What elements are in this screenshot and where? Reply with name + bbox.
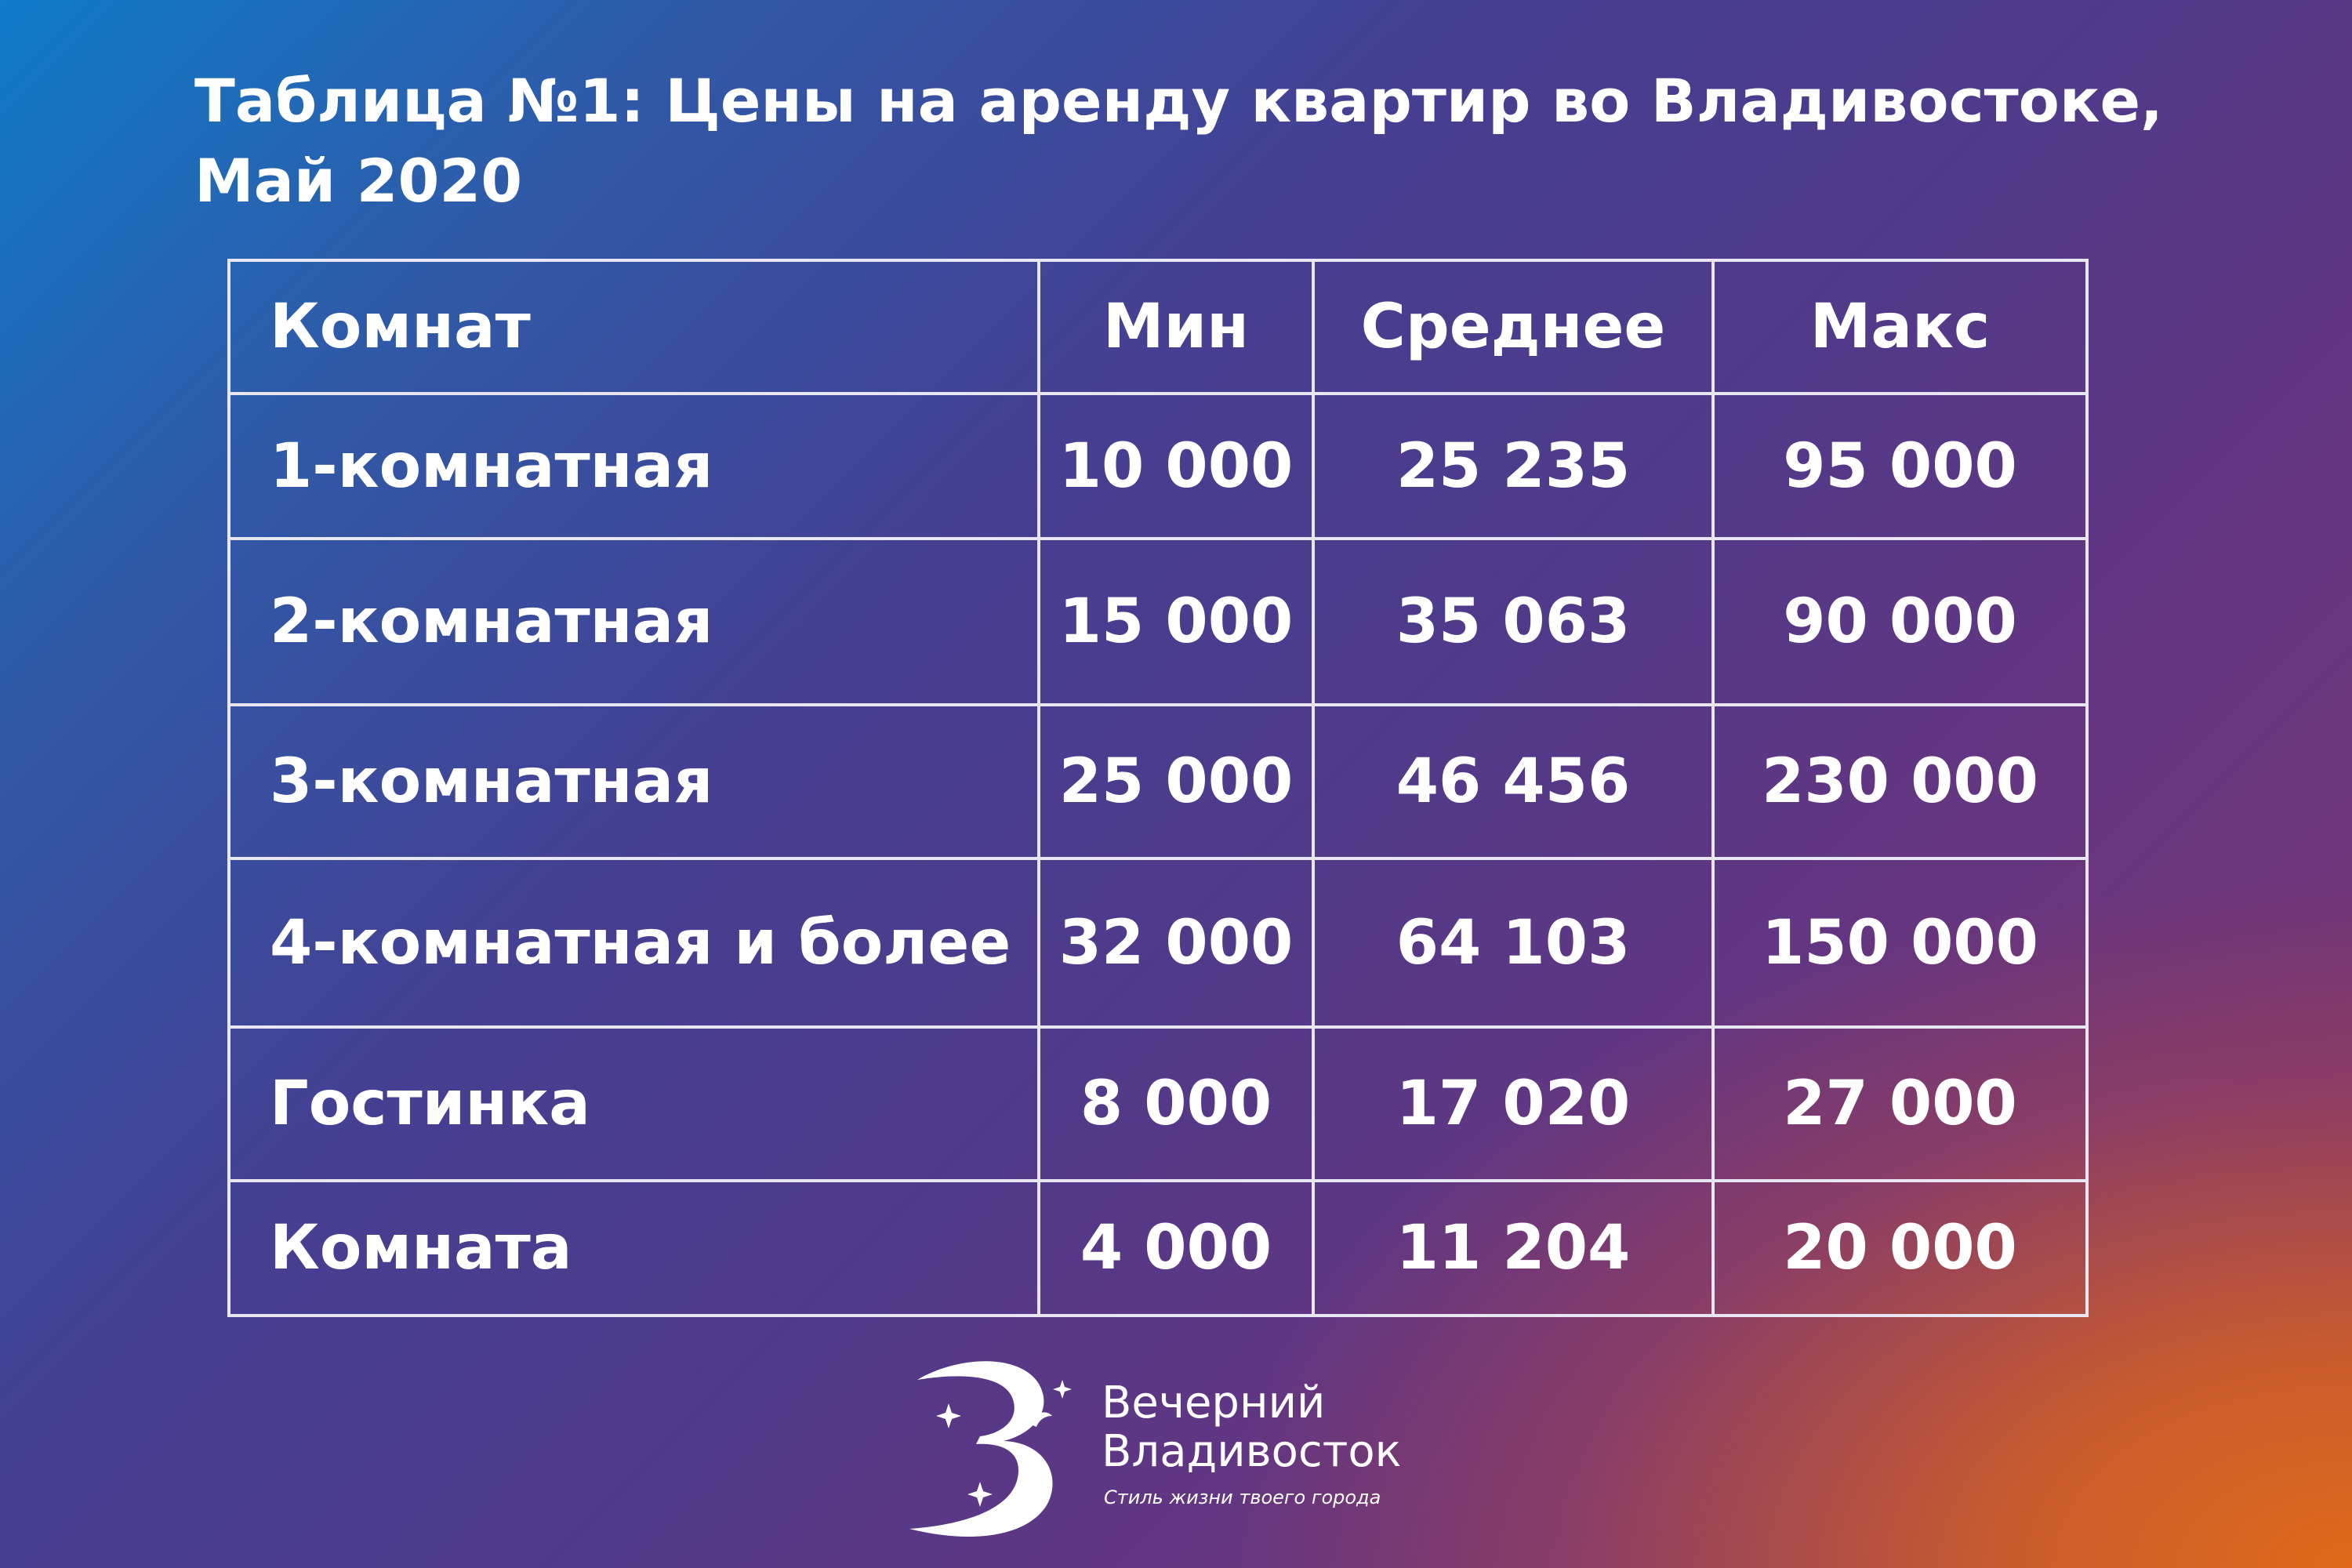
avg-value: 46 456 [1312,703,1715,861]
max-value: 20 000 [1711,1178,2089,1318]
row-label: 3-комнатная [227,703,1040,861]
column-header-max: Макс [1711,259,2089,395]
row-label: 1-комнатная [227,391,1040,541]
min-value: 25 000 [1037,703,1315,861]
table-row: Гостинка 8 000 17 020 27 000 [227,1025,2089,1182]
avg-value: 17 020 [1312,1025,1715,1182]
brand-name-line2: Владивосток [1102,1426,1402,1477]
row-label: 4-комнатная и более [227,857,1040,1029]
star-icon [936,1403,961,1428]
avg-value: 11 204 [1312,1178,1715,1318]
price-table: Комнат Мин Среднее Макс 1-комнатная 10 0… [227,259,2089,1318]
table-row: 1-комнатная 10 000 25 235 95 000 [227,391,2089,541]
row-label: Комната [227,1178,1040,1318]
avg-value: 25 235 [1312,391,1715,541]
row-label: 2-комнатная [227,537,1040,707]
max-value: 95 000 [1711,391,2089,541]
min-value: 8 000 [1037,1025,1315,1182]
min-value: 10 000 [1037,391,1315,541]
max-value: 230 000 [1711,703,2089,861]
max-value: 27 000 [1711,1025,2089,1182]
avg-value: 64 103 [1312,857,1715,1029]
column-header-min: Мин [1037,259,1315,395]
crescent-z-icon [909,1361,1053,1537]
star-icon [967,1482,993,1507]
min-value: 32 000 [1037,857,1315,1029]
table-row: 3-комнатная 25 000 46 456 230 000 [227,703,2089,861]
bird-icon [1027,1412,1052,1427]
brand-name-line1: Вечерний [1102,1377,1326,1428]
max-value: 90 000 [1711,537,2089,707]
table-row: Комната 4 000 11 204 20 000 [227,1178,2089,1318]
table-header-row: Комнат Мин Среднее Макс [227,259,2089,395]
page-title: Таблица №1: Цены на аренду квартир во Вл… [194,66,2163,216]
column-header-avg: Среднее [1312,259,1715,395]
brand-emblem-icon [909,1361,1072,1537]
max-value: 150 000 [1711,857,2089,1029]
row-label: Гостинка [227,1025,1040,1182]
table-row: 2-комнатная 15 000 35 063 90 000 [227,537,2089,707]
brand-logo: Вечерний Владивосток Стиль жизни твоего … [902,1348,1450,1544]
avg-value: 35 063 [1312,537,1715,707]
brand-tagline: Стиль жизни твоего города [1104,1486,1381,1508]
min-value: 15 000 [1037,537,1315,707]
min-value: 4 000 [1037,1178,1315,1318]
table-row: 4-комнатная и более 32 000 64 103 150 00… [227,857,2089,1029]
column-header-rooms: Комнат [227,259,1040,395]
star-icon [1053,1380,1072,1399]
